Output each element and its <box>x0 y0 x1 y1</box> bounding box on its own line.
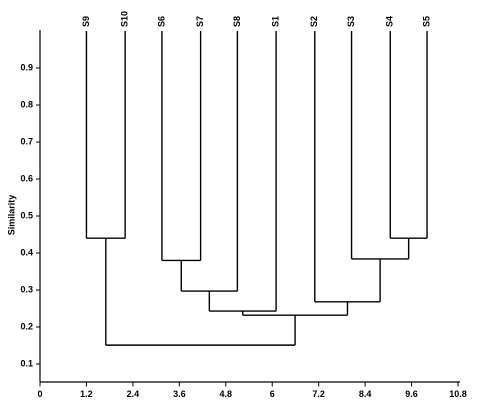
leaf-label: S3 <box>346 16 356 27</box>
leaf-label: S7 <box>195 16 205 27</box>
x-tick-label: 9.6 <box>405 389 418 399</box>
x-tick-label: 3.6 <box>173 389 186 399</box>
y-tick-label: 0.3 <box>20 284 33 294</box>
x-tick-label: 6 <box>270 389 275 399</box>
leaf-label: S10 <box>120 11 130 27</box>
y-tick-label: 0.7 <box>20 136 33 146</box>
x-tick-label: 1.2 <box>80 389 93 399</box>
leaf-label: S9 <box>81 16 91 27</box>
y-tick-label: 0.5 <box>20 210 33 220</box>
leaf-label: S4 <box>385 16 395 27</box>
x-tick-label: 10.8 <box>449 389 467 399</box>
y-tick-label: 0.1 <box>20 358 33 368</box>
leaf-label: S2 <box>309 16 319 27</box>
y-tick-label: 0.6 <box>20 173 33 183</box>
x-tick-label: 4.8 <box>220 389 233 399</box>
leaf-label: S6 <box>156 16 166 27</box>
x-tick-label: 0 <box>37 389 42 399</box>
leaf-label: S1 <box>270 16 280 27</box>
y-tick-label: 0.8 <box>20 99 33 109</box>
y-tick-label: 0.9 <box>20 62 33 72</box>
x-tick-label: 8.4 <box>359 389 372 399</box>
x-tick-label: 7.2 <box>312 389 325 399</box>
leaf-label: S8 <box>232 16 242 27</box>
leaf-label: S5 <box>421 16 431 27</box>
x-tick-label: 2.4 <box>127 389 140 399</box>
y-axis-label: Similarity <box>6 195 16 236</box>
y-tick-label: 0.2 <box>20 321 33 331</box>
y-tick-label: 0.4 <box>20 247 33 257</box>
